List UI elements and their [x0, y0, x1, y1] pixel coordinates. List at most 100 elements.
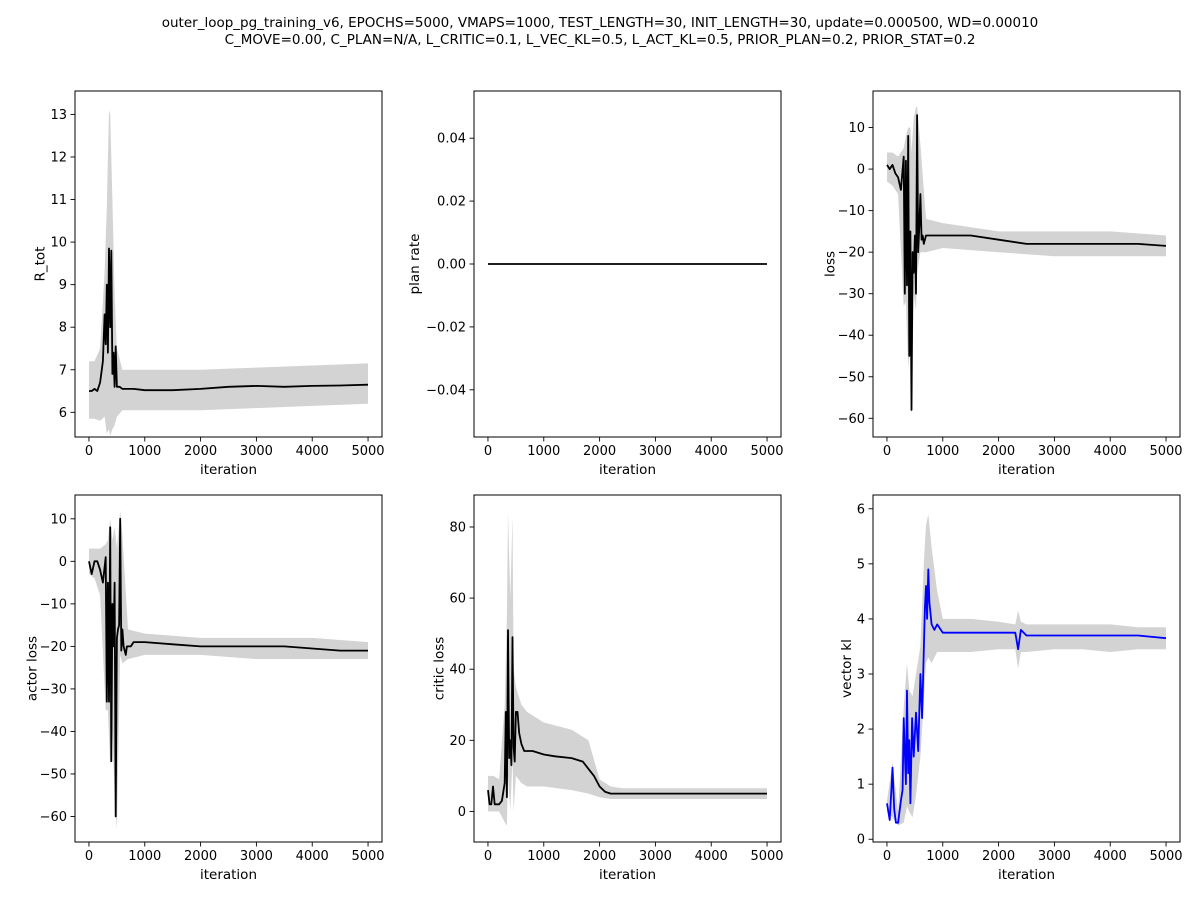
y-tick-label: 10 [50, 236, 67, 251]
x-axis-label: iteration [998, 462, 1055, 478]
y-tick-label: 10 [848, 121, 865, 136]
x-axis-label: iteration [599, 462, 656, 478]
subplot-vector-kl: 0 1000 2000 3000 4000 5000 0 1 2 3 4 5 6 iteration vec… [839, 494, 1183, 883]
y-tick-label: −10 [838, 204, 865, 219]
y-tick-label: 2 [857, 723, 865, 738]
y-tick-label: 0 [857, 833, 865, 848]
x-tick-label: 1000 [926, 849, 959, 864]
y-tick-label: −30 [838, 287, 865, 302]
subplot-actor-loss: 0 1000 2000 3000 4000 5000 −60 −50 −40 −30 −20 −10 0… [24, 494, 385, 883]
x-tick-label: 3000 [240, 849, 273, 864]
x-tick-label: 4000 [1094, 444, 1127, 459]
y-tick-label: −20 [838, 246, 865, 261]
x-tick-label: 1000 [527, 849, 560, 864]
y-tick-label: −0.04 [426, 383, 466, 398]
series-line [886, 114, 1167, 411]
axes-frame [74, 90, 383, 438]
x-axis-label: iteration [998, 867, 1055, 883]
x-tick-label: 5000 [351, 444, 384, 459]
y-axis-label: vector kl [839, 639, 855, 698]
y-tick-label: 0.04 [437, 132, 466, 147]
x-tick-label: 2000 [583, 849, 616, 864]
y-tick-label: −50 [40, 767, 67, 782]
x-tick-label: 3000 [639, 444, 672, 459]
y-tick-label: 9 [59, 278, 67, 293]
series-line [89, 247, 369, 392]
x-tick-label: 5000 [1149, 444, 1182, 459]
y-tick-label: 8 [59, 321, 67, 336]
y-tick-label: 80 [449, 520, 466, 535]
x-tick-label: 5000 [351, 849, 384, 864]
x-tick-label: 0 [883, 849, 891, 864]
figure-title-line-2: C_MOVE=0.00, C_PLAN=N/A, L_CRITIC=0.1, L… [224, 32, 976, 48]
subplot-loss: 0 1000 2000 3000 4000 5000 −60 −50 −40 −30 −20 −10 0… [822, 90, 1183, 478]
y-tick-label: 60 [449, 592, 466, 607]
axes-frame [74, 494, 383, 843]
x-tick-label: 5000 [750, 444, 783, 459]
y-tick-label: 1 [857, 778, 865, 793]
subplot-r-tot: 0 1000 2000 3000 4000 5000 6 7 8 9 10 11 12 13 iterati… [33, 90, 385, 478]
y-tick-label: 12 [50, 150, 67, 165]
y-tick-label: 0 [59, 555, 67, 570]
y-tick-label: −50 [838, 370, 865, 385]
x-tick-label: 2000 [583, 444, 616, 459]
confidence-band [89, 110, 368, 436]
y-tick-label: 13 [50, 108, 67, 123]
x-tick-label: 3000 [1038, 849, 1071, 864]
axes-frame [872, 90, 1181, 438]
figure-title-line-1: outer_loop_pg_training_v6, EPOCHS=5000, … [161, 15, 1039, 31]
y-tick-label: 0.02 [437, 195, 466, 210]
y-tick-label: 3 [857, 668, 865, 683]
x-tick-label: 2000 [982, 444, 1015, 459]
y-tick-label: 0 [857, 163, 865, 178]
x-axis-label: iteration [200, 462, 257, 478]
y-axis-label: actor loss [24, 636, 40, 701]
x-tick-label: 4000 [296, 444, 329, 459]
x-tick-label: 0 [484, 444, 492, 459]
confidence-band [887, 106, 1166, 419]
x-tick-label: 1000 [527, 444, 560, 459]
y-tick-label: 6 [857, 502, 865, 517]
x-tick-label: 1000 [128, 849, 161, 864]
y-tick-label: 0 [458, 805, 466, 820]
axes-frame [473, 494, 782, 843]
series-line [886, 568, 1167, 824]
x-tick-label: 4000 [695, 849, 728, 864]
y-tick-label: 4 [857, 612, 865, 627]
series-line [88, 517, 368, 818]
x-tick-label: 5000 [1149, 849, 1182, 864]
x-tick-label: 3000 [639, 849, 672, 864]
confidence-band [887, 514, 1166, 826]
x-tick-label: 3000 [1038, 444, 1071, 459]
x-tick-label: 2000 [184, 444, 217, 459]
x-tick-label: 5000 [750, 849, 783, 864]
y-tick-label: 0.00 [437, 258, 466, 273]
y-tick-label: 40 [449, 663, 466, 678]
subplot-plan-rate: 0 1000 2000 3000 4000 5000 −0.04 −0.02 0.00 0.02 0… [407, 90, 784, 478]
y-tick-label: −40 [40, 725, 67, 740]
x-tick-label: 2000 [982, 849, 1015, 864]
y-tick-label: 7 [59, 363, 67, 378]
y-tick-label: −0.02 [426, 320, 466, 335]
series-line [487, 629, 767, 806]
x-tick-label: 0 [85, 444, 93, 459]
axes-frame [872, 494, 1181, 843]
y-axis-label: critic loss [432, 637, 448, 701]
y-tick-label: 20 [449, 734, 466, 749]
y-tick-label: 5 [857, 557, 865, 572]
confidence-band [89, 510, 368, 830]
y-tick-label: 11 [50, 193, 67, 208]
x-tick-label: 0 [85, 849, 93, 864]
x-tick-label: 4000 [1094, 849, 1127, 864]
x-tick-label: 1000 [128, 444, 161, 459]
y-tick-label: 10 [50, 512, 67, 527]
y-tick-label: −20 [40, 640, 67, 655]
x-tick-label: 4000 [296, 849, 329, 864]
y-tick-label: −40 [838, 329, 865, 344]
y-axis-label: loss [822, 251, 838, 277]
x-tick-label: 2000 [184, 849, 217, 864]
y-tick-label: −10 [40, 597, 67, 612]
y-tick-label: 6 [59, 406, 67, 421]
y-axis-label: plan rate [407, 234, 423, 295]
